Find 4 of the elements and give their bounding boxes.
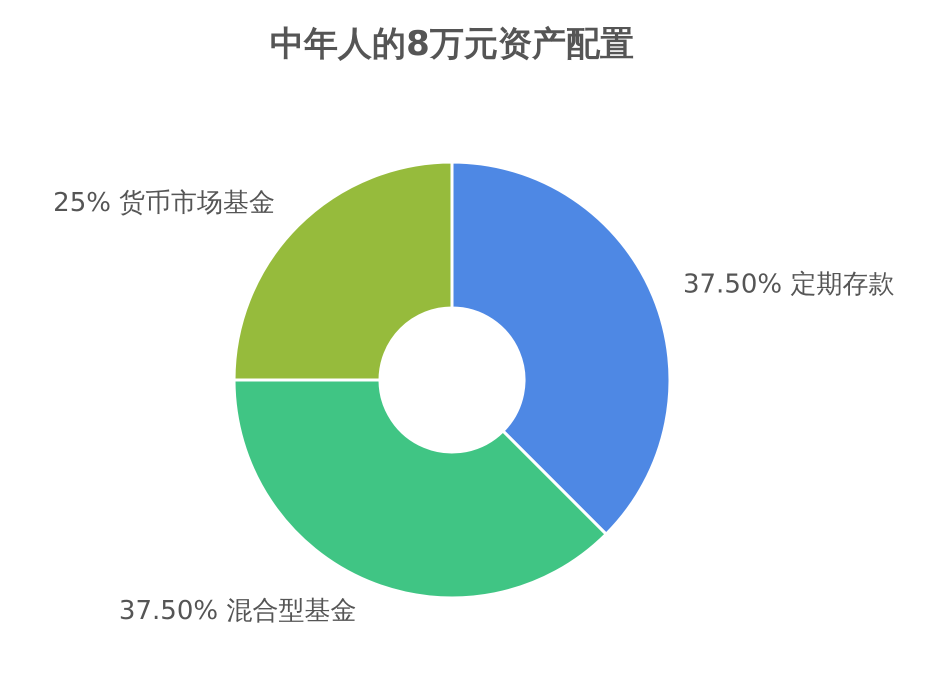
slice-label: 25% 货币市场基金: [53, 188, 276, 218]
slice-label: 37.50% 混合型基金: [118, 596, 356, 626]
chart-title: 中年人的8万元资产配置: [270, 24, 634, 64]
slice-label: 37.50% 定期存款: [682, 269, 894, 300]
